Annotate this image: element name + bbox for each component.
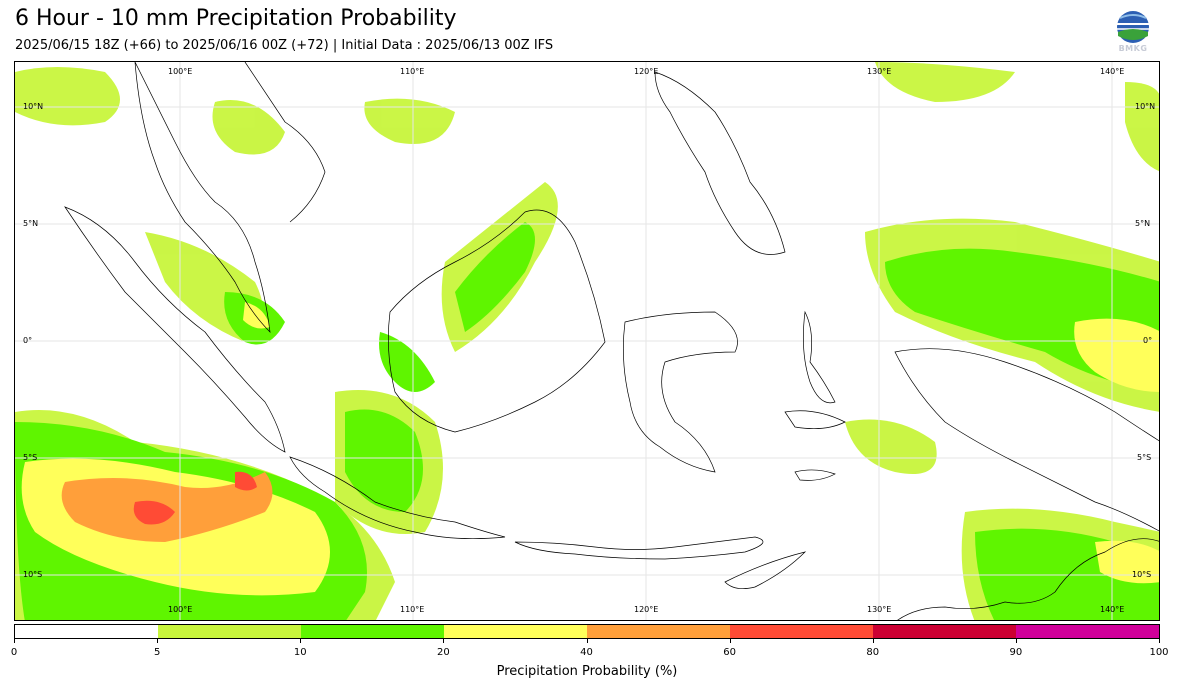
colorbar-tick-label: 10 [293, 647, 307, 658]
colorbar-tick-mark [443, 639, 445, 643]
lat-label-right: 5°N [1135, 219, 1151, 228]
bmkg-logo: BMKG [1114, 10, 1152, 56]
colorbar-tick-label: 100 [1149, 647, 1169, 658]
lat-label-left: 0° [23, 336, 33, 345]
lat-label-right: 10°S [1132, 570, 1152, 579]
colorbar-segment [1016, 625, 1159, 638]
colorbar-tick-mark [729, 639, 731, 643]
lon-label-bottom: 140°E [1100, 605, 1125, 614]
lat-label-left: 10°N [23, 102, 44, 111]
lon-label-top: 130°E [867, 67, 892, 76]
colorbar-segment [587, 625, 730, 638]
colorbar-tick-label: 40 [580, 647, 593, 658]
colorbar-segment [15, 625, 158, 638]
colorbar-segment [301, 625, 444, 638]
lon-label-bottom: 120°E [634, 605, 659, 614]
lat-label-left: 10°S [23, 570, 43, 579]
colorbar-segment [444, 625, 587, 638]
lon-label-top: 140°E [1100, 67, 1125, 76]
colorbar-segment [873, 625, 1016, 638]
colorbar-tick-mark [872, 639, 874, 643]
logo-text: BMKG [1118, 44, 1148, 53]
colorbar-tick-label: 5 [153, 647, 161, 658]
colorbar-tick-mark [300, 639, 302, 643]
lat-label-right: 5°S [1137, 453, 1152, 462]
colorbar-tick-label: 90 [1009, 647, 1023, 658]
colorbar-tick-mark [157, 639, 159, 643]
colorbar-segment [730, 625, 873, 638]
lon-label-top: 110°E [400, 67, 425, 76]
colorbar-tick-mark [586, 639, 588, 643]
lon-label-bottom: 110°E [400, 605, 425, 614]
colorbar-segment [158, 625, 301, 638]
lat-label-right: 0° [1143, 336, 1153, 345]
lat-label-right: 10°N [1135, 102, 1156, 111]
map-title: 6 Hour - 10 mm Precipitation Probability [15, 6, 457, 31]
colorbar-tick-label: 20 [437, 647, 450, 658]
colorbar-tick-label: 80 [866, 647, 880, 658]
lat-label-left: 5°N [23, 219, 39, 228]
colorbar-tick-label: 0 [10, 647, 18, 658]
colorbar [14, 624, 1160, 639]
lon-label-top: 120°E [634, 67, 659, 76]
lon-label-bottom: 100°E [168, 605, 193, 614]
map-canvas [15, 62, 1159, 620]
colorbar-label: Precipitation Probability (%) [496, 664, 678, 679]
colorbar-tick-mark [1159, 639, 1160, 643]
graticule [15, 62, 1159, 620]
precipitation-map: 100°E 110°E 120°E 130°E 140°E 100°E 110°… [14, 61, 1160, 621]
map-subtitle: 2025/06/15 18Z (+66) to 2025/06/16 00Z (… [15, 38, 554, 53]
lon-label-top: 100°E [168, 67, 193, 76]
coastlines [64, 62, 1159, 620]
colorbar-tick-mark [14, 639, 15, 643]
colorbar-tick-mark [1015, 639, 1017, 643]
colorbar-tick-label: 60 [723, 647, 736, 658]
lon-label-bottom: 130°E [867, 605, 892, 614]
probability-field-60-80 [133, 471, 257, 525]
lat-label-left: 5°S [23, 453, 38, 462]
